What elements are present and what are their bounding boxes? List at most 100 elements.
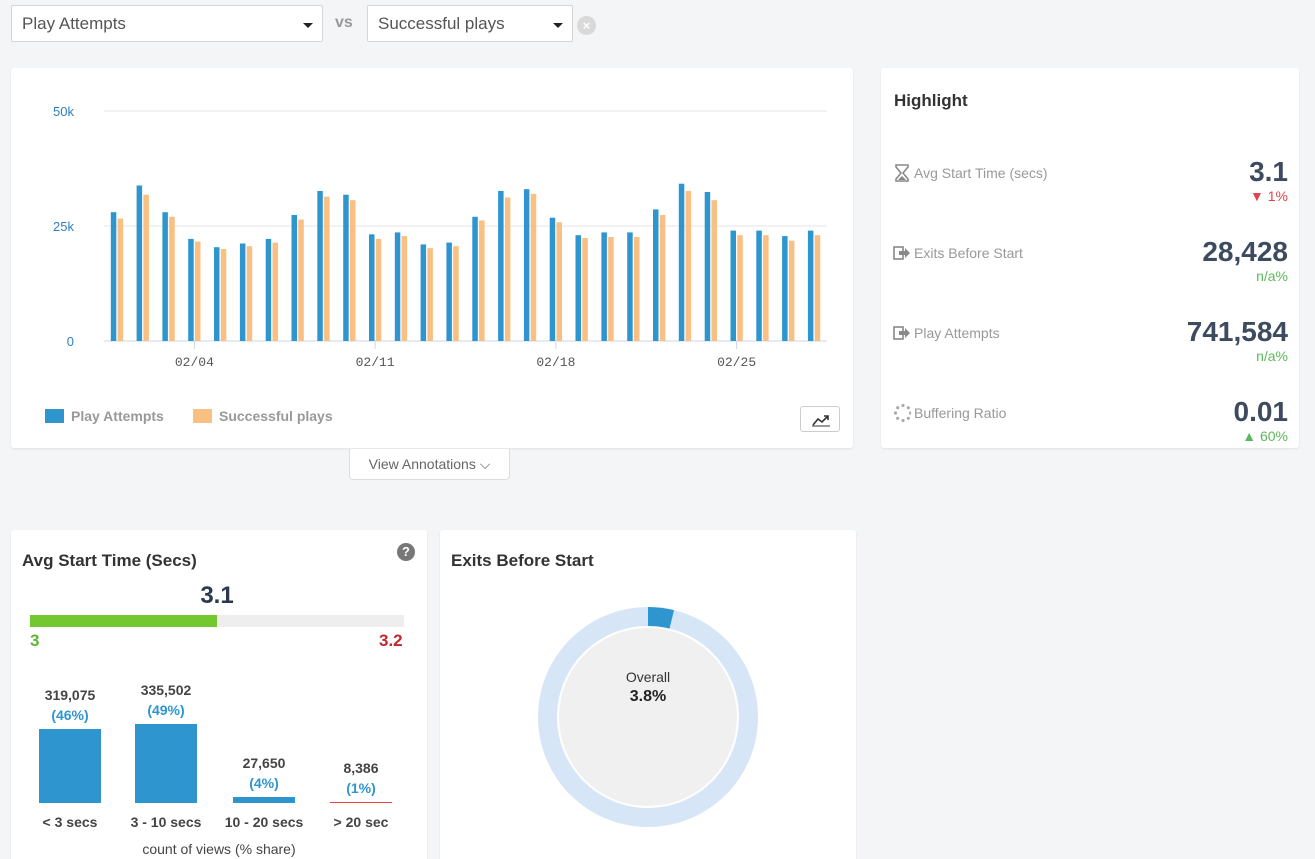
- secondary-metric-select[interactable]: Successful plays: [367, 5, 573, 42]
- bar-successful-plays[interactable]: [272, 242, 279, 341]
- view-annotations-button[interactable]: View Annotations ⌵: [349, 449, 510, 480]
- bar-play-attempts[interactable]: [678, 183, 685, 341]
- chevron-down-icon: [553, 23, 563, 28]
- trend-chart-panel: 50k 25k 0 02/04 02/11 02/18 02/25 Play Attempt…: [11, 68, 853, 448]
- bar-successful-plays[interactable]: [195, 241, 201, 341]
- bucket-label: < 3 secs: [42, 814, 98, 830]
- bar-play-attempts[interactable]: [730, 230, 737, 341]
- bar-play-attempts[interactable]: [291, 215, 298, 341]
- bar-successful-plays[interactable]: [556, 222, 563, 341]
- bar-successful-plays[interactable]: [634, 237, 640, 341]
- metric-change: ▲ 60%: [1242, 428, 1288, 444]
- bar-play-attempts[interactable]: [162, 212, 168, 341]
- bar-successful-plays[interactable]: [169, 216, 175, 341]
- bar-successful-plays[interactable]: [401, 236, 408, 341]
- bar-successful-plays[interactable]: [582, 238, 588, 341]
- bar-play-attempts[interactable]: [343, 194, 349, 341]
- bar-successful-plays[interactable]: [530, 193, 537, 341]
- bar-successful-plays[interactable]: [220, 249, 227, 341]
- bucket-label: > 20 sec: [333, 814, 389, 830]
- bar-successful-plays[interactable]: [117, 218, 124, 341]
- bar-play-attempts[interactable]: [756, 230, 762, 341]
- bar-play-attempts[interactable]: [523, 189, 530, 341]
- bar-play-attempts[interactable]: [317, 191, 323, 341]
- bar-play-attempts[interactable]: [420, 244, 427, 341]
- bar-play-attempts[interactable]: [549, 217, 556, 341]
- bucket-pct: (49%): [147, 702, 185, 718]
- bar-play-attempts[interactable]: [601, 232, 607, 341]
- bar-successful-plays[interactable]: [504, 197, 511, 342]
- bar-play-attempts[interactable]: [472, 216, 478, 341]
- bar-successful-plays[interactable]: [763, 235, 769, 341]
- bar-play-attempts[interactable]: [239, 243, 246, 342]
- legend-item-successful-plays[interactable]: Successful plays: [193, 408, 333, 424]
- bar-successful-plays[interactable]: [685, 191, 692, 341]
- bar-play-attempts[interactable]: [369, 234, 375, 341]
- bar-play-attempts[interactable]: [265, 238, 272, 341]
- spinner-icon: [893, 403, 911, 423]
- metric-label: Exits Before Start: [914, 245, 1023, 261]
- highlight-panel: Highlight Avg Start Time (secs) 3.1 ▼ 1%…: [881, 68, 1299, 448]
- bar-successful-plays[interactable]: [814, 235, 821, 341]
- bar-successful-plays[interactable]: [427, 248, 433, 341]
- bar-successful-plays[interactable]: [659, 215, 666, 341]
- bar-play-attempts[interactable]: [782, 236, 788, 341]
- bucket-count: 319,075: [44, 686, 96, 703]
- bar-successful-plays[interactable]: [711, 200, 718, 341]
- bar-successful-plays[interactable]: [246, 246, 253, 341]
- bucket-pct: (4%): [249, 774, 279, 791]
- bar-play-attempts[interactable]: [446, 242, 452, 341]
- metric-avg-start-time[interactable]: Avg Start Time (secs) 3.1 ▼ 1%: [893, 156, 1288, 222]
- metric-value: 28,428: [1202, 236, 1288, 267]
- legend-label: Successful plays: [219, 408, 333, 424]
- legend-item-play-attempts[interactable]: Play Attempts: [45, 408, 164, 424]
- bar-play-attempts[interactable]: [110, 212, 117, 341]
- bar-successful-plays[interactable]: [350, 200, 356, 341]
- bar-play-attempts[interactable]: [214, 247, 220, 341]
- bar-successful-plays[interactable]: [788, 240, 795, 341]
- bar-play-attempts[interactable]: [704, 192, 711, 341]
- primary-metric-value: Play Attempts: [22, 13, 126, 33]
- bar-play-attempts[interactable]: [575, 235, 582, 341]
- highlight-title: Highlight: [894, 91, 968, 110]
- bar-successful-plays[interactable]: [143, 194, 149, 341]
- secondary-metric-value: Successful plays: [378, 13, 505, 33]
- legend-swatch: [45, 409, 64, 423]
- bar-play-attempts[interactable]: [627, 232, 633, 341]
- remove-comparison-icon[interactable]: ×: [577, 16, 596, 35]
- legend-swatch: [193, 409, 212, 423]
- bucket-bar: [330, 802, 392, 803]
- bar-play-attempts[interactable]: [653, 209, 659, 341]
- exit-icon: [893, 244, 911, 262]
- bar-play-attempts[interactable]: [394, 232, 401, 341]
- bucket-label: 10 - 20 secs: [224, 814, 304, 830]
- distribution-caption: count of views (% share): [142, 841, 296, 857]
- primary-metric-select[interactable]: Play Attempts: [11, 5, 323, 42]
- bar-successful-plays[interactable]: [324, 196, 330, 341]
- metric-change: n/a%: [1256, 348, 1288, 364]
- bucket-bar: [233, 796, 295, 803]
- bucket-bar: [135, 724, 197, 803]
- metric-label: Play Attempts: [914, 325, 1000, 341]
- range-bar: [30, 615, 404, 627]
- y-tick-label: 50k: [53, 104, 74, 119]
- metric-exits-before-start[interactable]: Exits Before Start 28,428 n/a%: [893, 236, 1288, 302]
- bucket-pct: (46%): [51, 706, 89, 723]
- bar-successful-plays[interactable]: [737, 235, 743, 341]
- x-tick-label: 02/25: [717, 355, 756, 370]
- metric-buffering-ratio[interactable]: Buffering Ratio 0.01 ▲ 60%: [893, 396, 1288, 462]
- metric-play-attempts[interactable]: Play Attempts 741,584 n/a%: [893, 316, 1288, 382]
- chart-type-button[interactable]: [800, 406, 840, 432]
- bar-successful-plays[interactable]: [608, 237, 614, 341]
- help-icon[interactable]: ?: [397, 543, 415, 561]
- bar-successful-plays[interactable]: [453, 246, 459, 341]
- bar-play-attempts[interactable]: [188, 238, 194, 341]
- bar-play-attempts[interactable]: [498, 191, 504, 341]
- range-max: 3.2: [379, 631, 403, 650]
- bar-successful-plays[interactable]: [298, 219, 304, 341]
- bar-successful-plays[interactable]: [375, 238, 382, 341]
- metric-label: Avg Start Time (secs): [914, 165, 1048, 181]
- bar-play-attempts[interactable]: [136, 185, 143, 342]
- bar-successful-plays[interactable]: [479, 220, 485, 342]
- bar-play-attempts[interactable]: [807, 230, 814, 341]
